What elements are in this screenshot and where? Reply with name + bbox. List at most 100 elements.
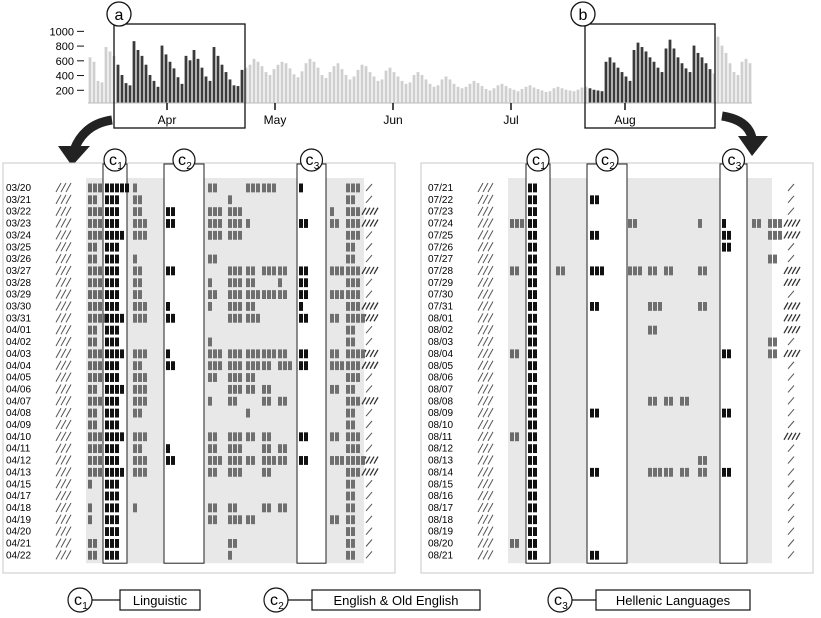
hatch-mark	[373, 361, 379, 370]
matrix-cell	[133, 207, 137, 217]
matrix-cell	[595, 266, 599, 276]
slash-mark	[477, 301, 484, 311]
overview-bar	[216, 55, 220, 103]
matrix-cell	[356, 183, 360, 193]
matrix-cell	[138, 313, 142, 323]
overview-bar	[544, 91, 548, 103]
overview-bar	[120, 75, 124, 103]
hatch-mark	[365, 503, 373, 512]
overview-bar	[296, 77, 300, 103]
slash-mark	[65, 324, 72, 335]
overview-bar	[612, 62, 616, 103]
slash-mark	[65, 443, 72, 453]
slash-mark	[477, 467, 484, 477]
slash-mark	[487, 526, 494, 536]
matrix-cell	[93, 254, 97, 264]
matrix-cell	[133, 444, 137, 454]
slash-mark	[65, 419, 72, 430]
matrix-cell	[208, 373, 212, 382]
slash-mark	[487, 384, 494, 394]
y-tick-label: 400	[56, 71, 74, 83]
matrix-cell	[669, 467, 673, 477]
matrix-cell	[304, 313, 308, 323]
matrix-cell	[595, 195, 599, 205]
overview-bar	[116, 64, 120, 103]
matrix-cell	[304, 432, 308, 442]
matrix-cell	[138, 302, 142, 311]
slash-mark	[65, 182, 72, 193]
matrix-cell	[722, 219, 726, 228]
matrix-cell	[768, 219, 772, 228]
overview-bar	[700, 57, 704, 103]
slash-mark	[60, 419, 67, 430]
overview-bar	[512, 89, 516, 103]
matrix-cell	[93, 432, 97, 442]
matrix-cell	[267, 503, 271, 513]
slash-mark	[55, 194, 62, 205]
hatch-mark	[795, 302, 801, 310]
slash-mark	[55, 206, 62, 216]
matrix-cell	[773, 349, 777, 359]
overview-bar	[464, 86, 468, 103]
slash-mark	[60, 336, 67, 347]
slash-mark	[55, 313, 62, 323]
slash-mark	[55, 230, 62, 240]
matrix-cell	[138, 396, 142, 406]
matrix-cell	[228, 456, 232, 465]
matrix-cell	[115, 396, 119, 406]
matrix-cell	[351, 302, 355, 311]
matrix-cell	[533, 290, 537, 299]
matrix-cell	[346, 349, 350, 359]
matrix-cell	[346, 373, 350, 382]
matrix-cell	[98, 361, 102, 371]
hatch-mark	[795, 278, 801, 287]
slash-mark	[60, 479, 67, 489]
hatch-mark	[365, 527, 373, 535]
overview-bar	[452, 83, 456, 103]
hatch-mark	[787, 527, 795, 535]
matrix-cell	[171, 266, 175, 276]
slash-mark	[487, 396, 494, 406]
matrix-cell	[346, 550, 350, 560]
matrix-cell	[88, 230, 92, 240]
matrix-cell	[138, 290, 142, 299]
matrix-cell	[105, 550, 109, 560]
slash-mark	[55, 550, 62, 560]
date-label: 08/13	[428, 456, 453, 467]
matrix-cell	[208, 278, 212, 288]
matrix-cell	[120, 467, 124, 477]
matrix-cell	[115, 467, 119, 477]
matrix-cell	[93, 242, 97, 252]
matrix-cell	[528, 266, 532, 276]
matrix-cell	[533, 432, 537, 442]
matrix-cell	[133, 432, 137, 442]
matrix-cell	[346, 302, 350, 311]
overview-bar	[316, 67, 320, 103]
column-callout-subscript: 3	[736, 161, 742, 172]
matrix-cell	[218, 219, 222, 228]
overview-bar	[228, 79, 232, 103]
matrix-cell	[105, 503, 109, 513]
matrix-cell	[299, 183, 303, 193]
hatch-mark	[787, 219, 793, 227]
date-label: 08/09	[428, 408, 453, 419]
matrix-cell	[110, 337, 114, 347]
hatch-mark	[783, 349, 789, 358]
matrix-cell	[93, 539, 97, 548]
hatch-mark	[365, 491, 373, 500]
column-callout-label: c	[109, 152, 117, 169]
arrow-left-body	[69, 115, 113, 152]
matrix-cell	[722, 408, 726, 418]
hatch-mark	[373, 396, 379, 405]
matrix-cell	[88, 456, 92, 465]
matrix-cell	[143, 219, 147, 228]
overview-bar	[692, 45, 696, 103]
date-label: 08/04	[428, 349, 453, 360]
date-label: 08/05	[428, 361, 453, 372]
overview-bar	[476, 83, 480, 103]
matrix-cell	[133, 266, 137, 276]
slash-mark	[55, 384, 62, 394]
matrix-cell	[528, 527, 532, 536]
highlight-box-b	[584, 23, 716, 129]
slash-mark	[65, 502, 72, 513]
